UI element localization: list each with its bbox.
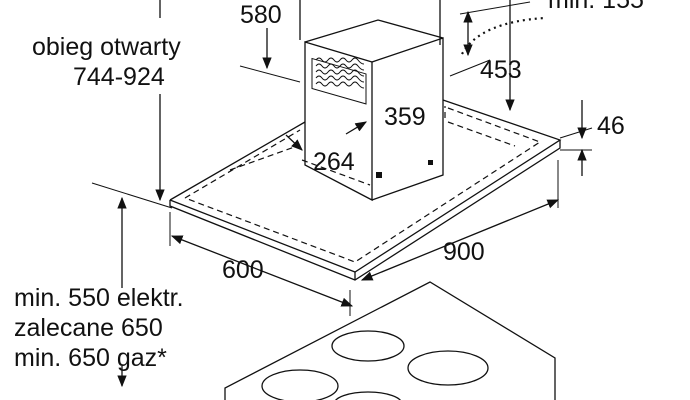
label-453: 453 [480, 56, 522, 84]
chimney-screw [428, 160, 433, 165]
label-580: 580 [240, 1, 282, 29]
label-359: 359 [384, 103, 426, 131]
cooktop-burner [335, 391, 401, 400]
label-46: 46 [597, 112, 625, 140]
label-min-electric: min. 550 elektr. [14, 284, 184, 312]
dimension-lines [91, 0, 593, 388]
hood-canopy [169, 99, 562, 281]
ventilation-grille [311, 57, 367, 105]
chimney-screw [376, 172, 382, 178]
lower-chimney-front-right [371, 37, 444, 201]
cooktop-burner [261, 369, 339, 400]
label-open-circulation: obieg otwarty [32, 33, 181, 61]
cooktop-burner [331, 330, 405, 362]
dimension-labels: 580 min. 155 obieg otwarty 744-924 453 3… [14, 0, 644, 372]
lower-chimney-top [304, 19, 444, 43]
label-min-155: min. 155 [548, 0, 644, 14]
label-900: 900 [443, 238, 485, 266]
label-600: 600 [222, 256, 264, 284]
cooktop [224, 281, 556, 400]
label-recommended: zalecane 650 [14, 314, 163, 342]
min-155-dotted-line [461, 16, 546, 55]
chimney [299, 0, 444, 202]
cooktop-burner [407, 350, 489, 386]
label-open-circulation-range: 744-924 [73, 63, 165, 91]
cooktop-outline [224, 281, 556, 400]
canopy-filter-outline [184, 107, 542, 263]
label-min-gas: min. 650 gaz* [14, 344, 167, 372]
label-264: 264 [313, 148, 355, 176]
